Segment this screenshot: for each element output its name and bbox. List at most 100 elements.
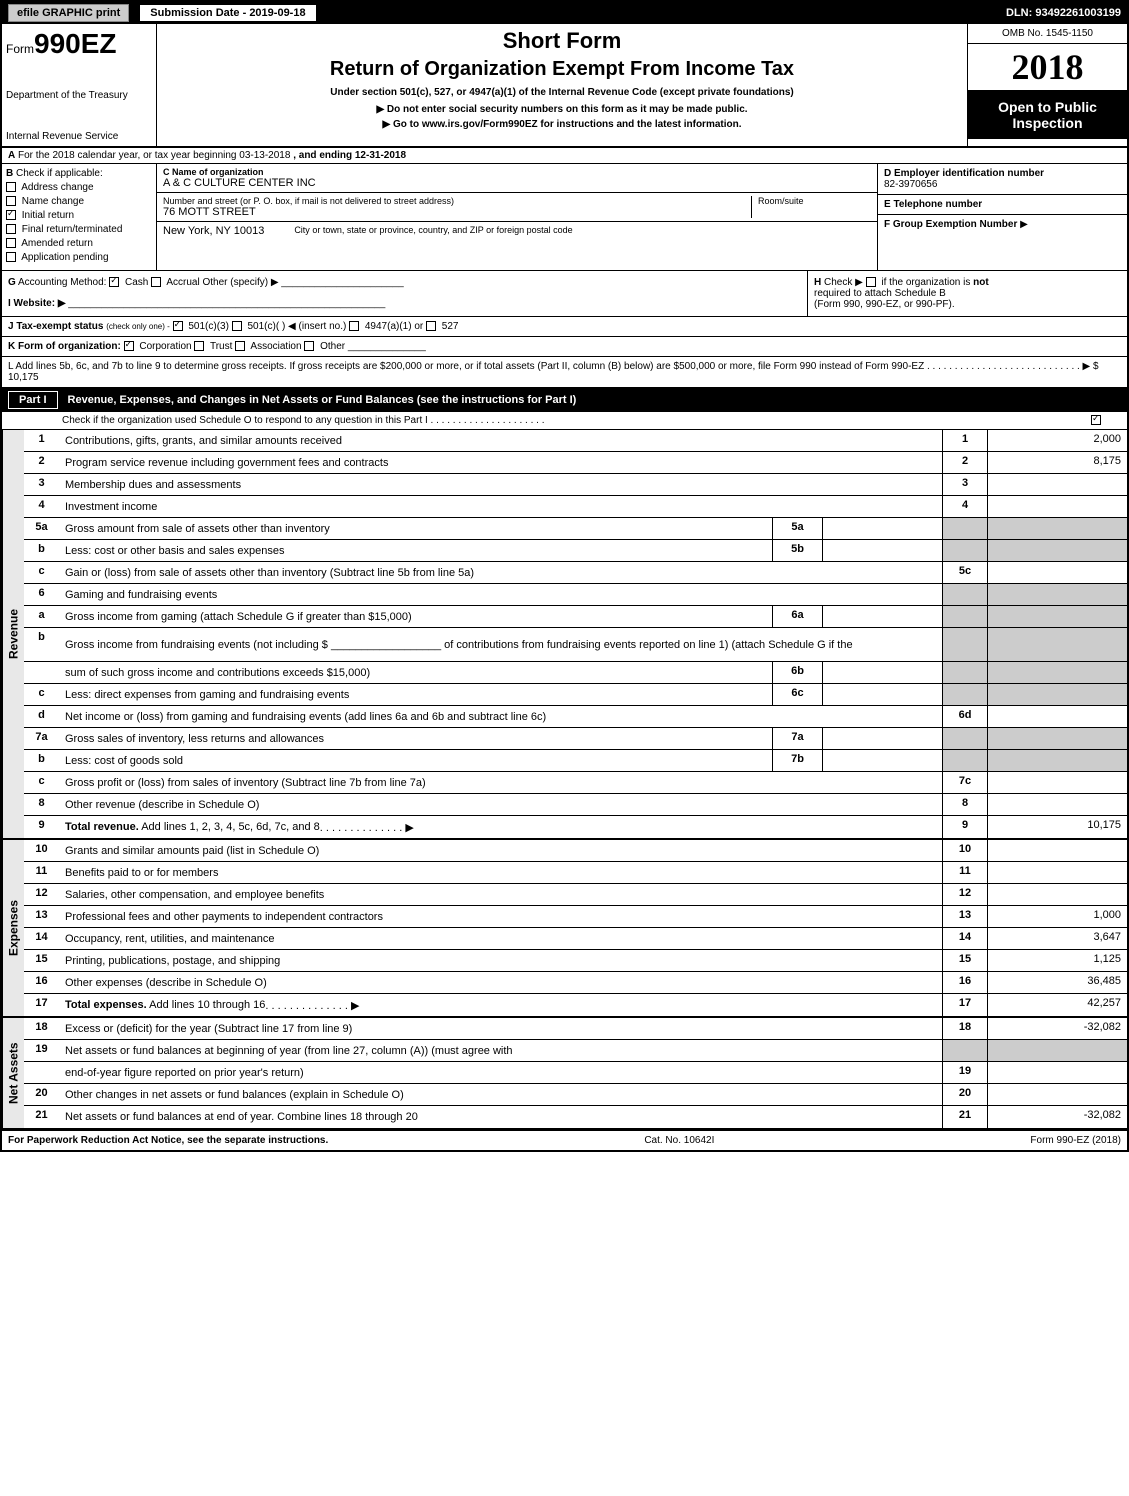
line-description: Membership dues and assessments bbox=[59, 474, 942, 495]
right-line-number: 16 bbox=[942, 972, 987, 993]
line-description: Gross profit or (loss) from sales of inv… bbox=[59, 772, 942, 793]
street-address: 76 MOTT STREET bbox=[163, 206, 751, 218]
line-description: Total expenses. Add lines 10 through 16 … bbox=[59, 994, 942, 1016]
right-line-number: 9 bbox=[942, 816, 987, 838]
table-row: aGross income from gaming (attach Schedu… bbox=[24, 606, 1127, 628]
sub-line-number: 6c bbox=[772, 684, 822, 705]
checkbox-initial-return[interactable] bbox=[6, 210, 16, 220]
efile-button[interactable]: efile GRAPHIC print bbox=[8, 4, 129, 22]
line-description: Gross amount from sale of assets other t… bbox=[59, 518, 772, 539]
line-value bbox=[987, 1040, 1127, 1061]
line-number: b bbox=[24, 750, 59, 771]
form-version: Form 990-EZ (2018) bbox=[1030, 1135, 1121, 1146]
form-990ez-page: efile GRAPHIC print Submission Date - 20… bbox=[0, 0, 1129, 1152]
dln: DLN: 93492261003199 bbox=[1006, 7, 1121, 19]
line-value: 42,257 bbox=[987, 994, 1127, 1016]
line-value bbox=[987, 628, 1127, 661]
short-form-title: Short Form bbox=[167, 28, 957, 54]
right-line-number bbox=[942, 1040, 987, 1061]
right-line-number: 15 bbox=[942, 950, 987, 971]
line-number: 11 bbox=[24, 862, 59, 883]
line-value: 3,647 bbox=[987, 928, 1127, 949]
line-value: 36,485 bbox=[987, 972, 1127, 993]
open-public-badge: Open to Public Inspection bbox=[968, 91, 1127, 139]
checkbox-application-pending[interactable] bbox=[6, 252, 16, 262]
line-value bbox=[987, 1084, 1127, 1105]
table-row: bLess: cost or other basis and sales exp… bbox=[24, 540, 1127, 562]
sub-line-value bbox=[822, 750, 942, 771]
4947-checkbox[interactable] bbox=[349, 321, 359, 331]
table-row: 17Total expenses. Add lines 10 through 1… bbox=[24, 994, 1127, 1016]
501c3-checkbox[interactable] bbox=[173, 321, 183, 331]
527-checkbox[interactable] bbox=[426, 321, 436, 331]
right-line-number bbox=[942, 540, 987, 561]
table-row: 11Benefits paid to or for members11 bbox=[24, 862, 1127, 884]
checkbox-final-return-terminated[interactable] bbox=[6, 224, 16, 234]
ein: 82-3970656 bbox=[884, 179, 937, 190]
line-number: 5a bbox=[24, 518, 59, 539]
addr-label: Number and street (or P. O. box, if mail… bbox=[163, 196, 751, 206]
cb-label: Amended return bbox=[21, 238, 93, 249]
line-value bbox=[987, 884, 1127, 905]
right-line-number: 3 bbox=[942, 474, 987, 495]
line-number: 4 bbox=[24, 496, 59, 517]
k-corporation-checkbox[interactable] bbox=[124, 341, 134, 351]
right-line-number bbox=[942, 606, 987, 627]
f-group-exemption-label: F Group Exemption Number bbox=[884, 219, 1017, 230]
line-description: Gaming and fundraising events bbox=[59, 584, 942, 605]
right-line-number: 14 bbox=[942, 928, 987, 949]
line-description: Less: direct expenses from gaming and fu… bbox=[59, 684, 772, 705]
right-line-number: 18 bbox=[942, 1018, 987, 1039]
checkbox-name-change[interactable] bbox=[6, 196, 16, 206]
schedule-o-checkbox[interactable] bbox=[1091, 415, 1101, 425]
line-k-form-org: K Form of organization: Corporation Trus… bbox=[2, 337, 1127, 357]
sub-line-value bbox=[822, 662, 942, 683]
sub-line-value bbox=[822, 728, 942, 749]
right-line-number bbox=[942, 728, 987, 749]
right-line-number: 6d bbox=[942, 706, 987, 727]
line-value bbox=[987, 684, 1127, 705]
table-row: 1Contributions, gifts, grants, and simil… bbox=[24, 430, 1127, 452]
top-bar: efile GRAPHIC print Submission Date - 20… bbox=[2, 2, 1127, 24]
line-number: c bbox=[24, 684, 59, 705]
line-value bbox=[987, 728, 1127, 749]
right-line-number: 21 bbox=[942, 1106, 987, 1128]
form-number: 990EZ bbox=[34, 28, 117, 59]
part-1-header: Part I Revenue, Expenses, and Changes in… bbox=[2, 388, 1127, 412]
k-trust-checkbox[interactable] bbox=[194, 341, 204, 351]
table-row: sum of such gross income and contributio… bbox=[24, 662, 1127, 684]
line-j-tax-exempt: J Tax-exempt status (check only one) - 5… bbox=[2, 317, 1127, 337]
line-number: 9 bbox=[24, 816, 59, 838]
goto-link[interactable]: ▶ Go to www.irs.gov/Form990EZ for instru… bbox=[167, 119, 957, 130]
cb-label: Address change bbox=[21, 182, 93, 193]
k-association-checkbox[interactable] bbox=[235, 341, 245, 351]
line-value: 1,000 bbox=[987, 906, 1127, 927]
accrual-checkbox[interactable] bbox=[151, 277, 161, 287]
right-line-number bbox=[942, 750, 987, 771]
line-number: 7a bbox=[24, 728, 59, 749]
line-value: 10,175 bbox=[987, 816, 1127, 838]
paperwork-notice: For Paperwork Reduction Act Notice, see … bbox=[8, 1135, 328, 1146]
line-value: 8,175 bbox=[987, 452, 1127, 473]
table-row: 12Salaries, other compensation, and empl… bbox=[24, 884, 1127, 906]
table-row: dNet income or (loss) from gaming and fu… bbox=[24, 706, 1127, 728]
revenue-label: Revenue bbox=[2, 430, 24, 838]
line-number: d bbox=[24, 706, 59, 727]
checkbox-amended-return[interactable] bbox=[6, 238, 16, 248]
line-number bbox=[24, 1062, 59, 1083]
table-row: 21Net assets or fund balances at end of … bbox=[24, 1106, 1127, 1128]
sub-line-number: 7b bbox=[772, 750, 822, 771]
checkbox-address-change[interactable] bbox=[6, 182, 16, 192]
k-other-checkbox[interactable] bbox=[304, 341, 314, 351]
cash-checkbox[interactable] bbox=[109, 277, 119, 287]
table-row: end-of-year figure reported on prior yea… bbox=[24, 1062, 1127, 1084]
table-row: bGross income from fundraising events (n… bbox=[24, 628, 1127, 662]
sub-line-value bbox=[822, 518, 942, 539]
501c-checkbox[interactable] bbox=[232, 321, 242, 331]
sub-line-value bbox=[822, 540, 942, 561]
c-name-label: C Name of organization bbox=[163, 167, 871, 177]
line-number bbox=[24, 662, 59, 683]
line-number: 20 bbox=[24, 1084, 59, 1105]
h-checkbox[interactable] bbox=[866, 277, 876, 287]
line-value bbox=[987, 840, 1127, 861]
